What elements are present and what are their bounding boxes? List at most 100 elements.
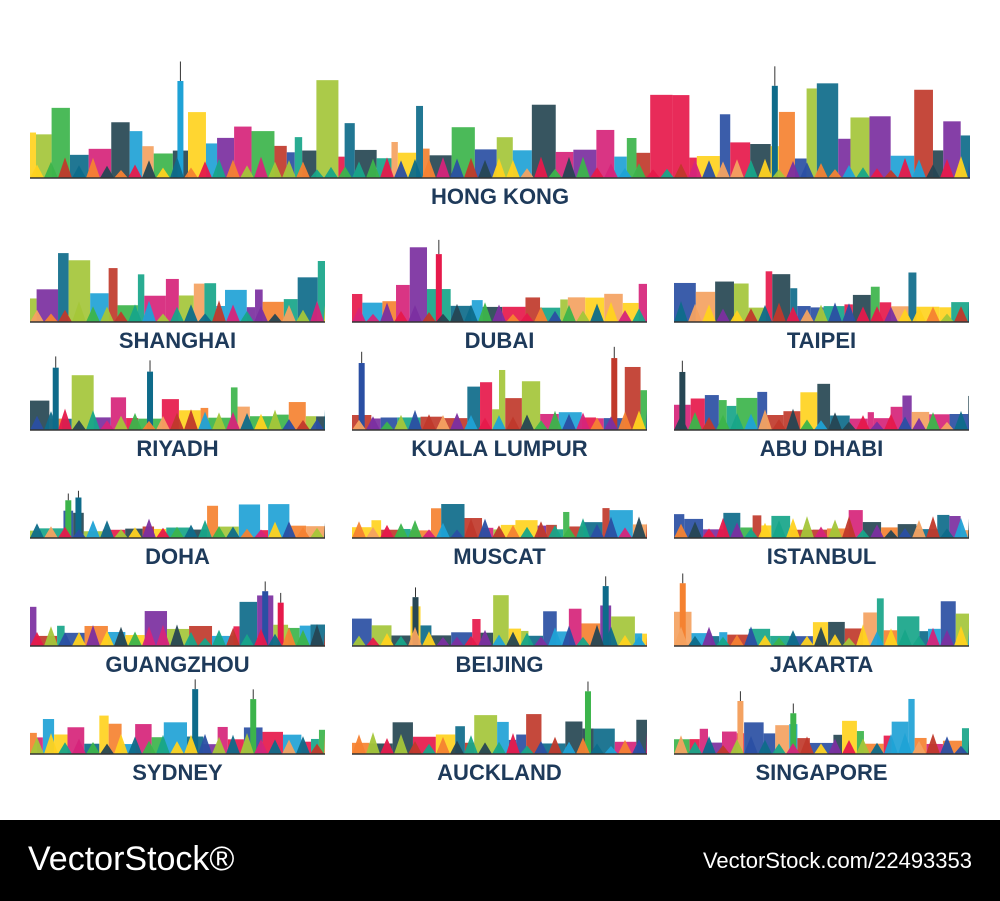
building [650, 94, 673, 178]
mosaic [576, 518, 590, 538]
mosaic [562, 304, 576, 322]
mosaic [534, 156, 548, 178]
skyline [30, 61, 970, 179]
building [672, 95, 690, 178]
building [420, 625, 432, 646]
mosaic [716, 517, 730, 538]
mosaic [86, 410, 100, 430]
mosaic [744, 528, 758, 538]
building [794, 158, 807, 178]
building [218, 526, 239, 538]
mosaic [450, 303, 464, 322]
skyline [30, 253, 325, 323]
mosaic [58, 157, 72, 178]
footer-brand: VectorStock® [28, 840, 234, 878]
mosaic [576, 156, 590, 178]
building [778, 111, 795, 178]
mosaic [716, 414, 730, 430]
mosaic [184, 734, 198, 754]
building [611, 616, 635, 646]
building [740, 527, 753, 538]
mosaic [912, 740, 926, 754]
building [640, 390, 647, 430]
mosaic [548, 410, 562, 430]
mosaic [254, 306, 268, 322]
mosaic [856, 167, 870, 178]
building [726, 405, 737, 430]
mosaic [856, 529, 870, 538]
building [471, 300, 483, 322]
mosaic [380, 633, 394, 646]
mosaic [968, 627, 969, 646]
building [68, 260, 91, 322]
building [344, 123, 355, 178]
mosaic [86, 741, 100, 754]
mosaic [828, 302, 842, 322]
mosaic [702, 304, 716, 322]
mosaic [58, 526, 72, 538]
mosaic [562, 741, 576, 754]
mosaic [296, 736, 310, 754]
mosaic [884, 413, 898, 430]
building [36, 289, 59, 322]
mosaic [898, 416, 912, 430]
mosaic [730, 522, 744, 538]
mosaic [688, 412, 702, 430]
building [234, 126, 252, 178]
mosaic [870, 168, 884, 178]
tower [277, 602, 284, 646]
building [636, 719, 647, 754]
mosaic [30, 631, 44, 646]
mosaic [394, 636, 408, 646]
tower [679, 583, 686, 646]
mosaic [114, 529, 128, 538]
mosaic [30, 415, 44, 430]
building [890, 406, 903, 430]
mosaic [548, 627, 562, 646]
skyline [352, 576, 647, 647]
mosaic [240, 528, 254, 538]
mosaic [128, 736, 142, 754]
mosaic [422, 631, 436, 646]
mosaic [744, 308, 758, 322]
mosaic [926, 306, 940, 322]
mosaic [268, 313, 282, 322]
mosaic [856, 624, 870, 646]
mosaic [702, 626, 716, 646]
mosaic [618, 527, 632, 538]
mosaic [646, 636, 647, 646]
mosaic [282, 160, 296, 178]
building [369, 743, 393, 754]
building [626, 137, 637, 178]
mosaic [730, 159, 744, 178]
mosaic [674, 523, 688, 538]
mosaic [142, 160, 156, 178]
mosaic [800, 309, 814, 322]
mosaic [450, 740, 464, 754]
mosaic [198, 313, 212, 322]
building [362, 302, 383, 322]
mosaic [324, 305, 325, 322]
mosaic [310, 300, 324, 322]
mosaic [450, 636, 464, 646]
mosaic [758, 739, 772, 754]
mosaic [688, 635, 702, 646]
mosaic [884, 734, 898, 754]
mosaic [212, 158, 226, 178]
mosaic [128, 631, 142, 646]
footer-id: VectorStock.com/22493353 [703, 848, 972, 873]
building [352, 293, 363, 322]
mosaic [688, 521, 702, 538]
building [867, 412, 874, 430]
mosaic [450, 158, 464, 178]
mosaic [296, 161, 310, 178]
mosaic [184, 304, 198, 322]
mosaic [408, 409, 422, 430]
mosaic [212, 412, 226, 430]
mosaic [170, 624, 184, 646]
mosaic [310, 624, 324, 646]
mosaic [828, 519, 842, 538]
mosaic [296, 629, 310, 646]
mosaic [128, 412, 142, 430]
